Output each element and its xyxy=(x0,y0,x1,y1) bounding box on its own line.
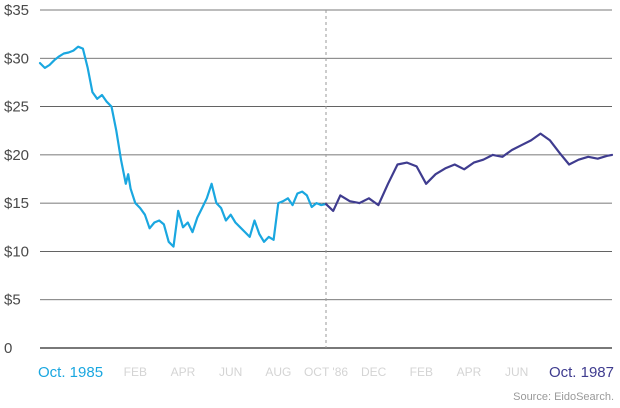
x-axis-end-label: Oct. 1987 xyxy=(549,364,614,381)
x-tick-label: JUN xyxy=(505,365,528,379)
x-axis-ticks: FEB APR JUN AUG OCT '86 DEC FEB APR JUN xyxy=(124,365,529,379)
y-tick-label: $35 xyxy=(4,2,29,19)
y-tick-label: $20 xyxy=(4,147,29,164)
y-tick-label: 0 xyxy=(4,340,12,357)
x-axis-start-label: Oct. 1985 xyxy=(38,364,103,381)
price-series xyxy=(38,45,614,248)
price-line-1986-1987 xyxy=(324,132,614,212)
x-tick-label: DEC xyxy=(361,365,387,379)
x-tick-label: AUG xyxy=(265,365,291,379)
x-tick-label: APR xyxy=(457,365,482,379)
y-tick-label: $5 xyxy=(4,292,21,309)
x-tick-label: JUN xyxy=(219,365,242,379)
x-tick-label: APR xyxy=(171,365,196,379)
source-note: Source: EidoSearch. xyxy=(513,391,614,403)
y-tick-label: $30 xyxy=(4,50,29,67)
y-axis-ticks: 0 $5 $10 $15 $20 $25 $30 $35 xyxy=(4,2,29,357)
x-tick-label: FEB xyxy=(124,365,147,379)
x-tick-label: OCT '86 xyxy=(304,365,348,379)
x-tick-label: FEB xyxy=(410,365,433,379)
y-tick-label: $10 xyxy=(4,243,29,260)
price-line-1985-1986 xyxy=(38,45,328,248)
y-tick-label: $15 xyxy=(4,195,29,212)
y-tick-label: $25 xyxy=(4,99,29,116)
